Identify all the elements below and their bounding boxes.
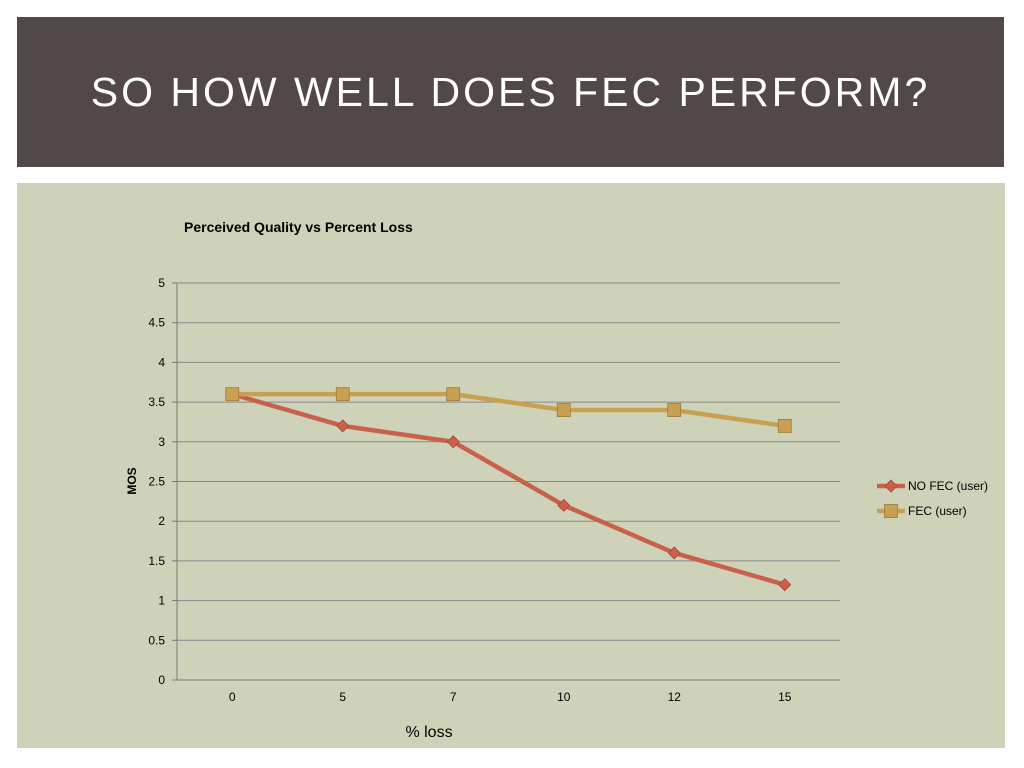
legend: NO FEC (user) FEC (user)	[877, 479, 988, 518]
y-tick-label: 4	[158, 355, 165, 369]
data-point-no-fec	[778, 578, 792, 592]
x-tick-label: 15	[778, 690, 792, 704]
y-axis-ticks: 0 0.5 1 1.5 2 2.5 3 3.5 4 4.5 5	[148, 276, 165, 687]
y-tick-label: 2	[158, 514, 165, 528]
data-point-fec	[225, 387, 240, 402]
x-tick-label: 7	[450, 690, 457, 704]
data-point-fec	[556, 403, 571, 417]
y-tick-label: 3.5	[148, 395, 165, 409]
y-tick-label: 4.5	[148, 316, 165, 330]
data-point-no-fec	[667, 546, 681, 560]
series-line-no-fec	[230, 391, 787, 587]
y-tick-label: 2.5	[148, 475, 165, 489]
data-point-no-fec	[336, 419, 350, 433]
legend-marker	[884, 479, 898, 493]
data-point-no-fec	[557, 498, 571, 512]
slide-title: SO HOW WELL DOES FEC PERFORM?	[90, 68, 931, 115]
x-tick-label: 0	[229, 690, 236, 704]
y-tick-label: 3	[158, 435, 165, 449]
gridlines	[172, 282, 840, 681]
data-point-fec	[667, 403, 682, 417]
data-point-fec	[777, 419, 792, 433]
data-point-fec	[446, 387, 461, 402]
y-tick-label: 0.5	[148, 633, 165, 647]
x-tick-label: 10	[557, 690, 571, 704]
y-tick-label: 1.5	[148, 554, 165, 568]
x-axis-ticks: 0 5 7 10 12 15	[229, 690, 792, 704]
data-point-fec	[335, 387, 350, 402]
legend-label: NO FEC (user)	[908, 479, 988, 493]
series-markers	[225, 387, 792, 592]
y-tick-label: 1	[158, 594, 165, 608]
legend-label: FEC (user)	[908, 504, 967, 518]
series-line-fec	[230, 391, 787, 429]
y-axis-label: MOS	[125, 467, 139, 494]
y-tick-label: 0	[158, 673, 165, 687]
x-tick-label: 12	[668, 690, 682, 704]
x-axis-label: % loss	[405, 724, 452, 741]
x-tick-label: 5	[339, 690, 346, 704]
y-tick-label: 5	[158, 276, 165, 290]
legend-marker	[884, 504, 898, 518]
series-lines	[230, 391, 787, 587]
chart-panel: Perceived Quality vs Percent Loss 0 0.5 1 1…	[17, 183, 1005, 748]
chart-title: Perceived Quality vs Percent Loss	[184, 219, 413, 235]
data-point-no-fec	[446, 435, 460, 449]
title-bar: SO HOW WELL DOES FEC PERFORM?	[17, 17, 1004, 167]
line-chart: Perceived Quality vs Percent Loss 0 0.5 1 1…	[125, 219, 988, 741]
